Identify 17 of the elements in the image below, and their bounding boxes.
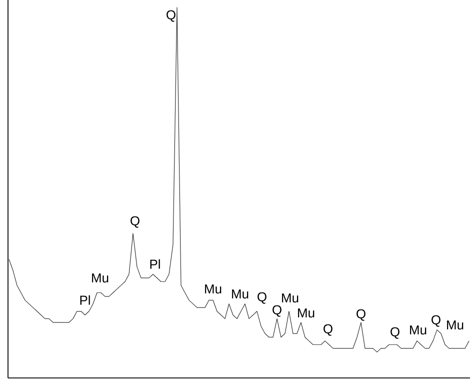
annotation: Mu: [282, 293, 298, 303]
annotation: Q: [356, 309, 366, 321]
annotation: Q: [258, 292, 266, 304]
annotation: Q: [166, 10, 176, 22]
annotation: Mu: [447, 320, 464, 330]
annotation: Pl: [150, 259, 160, 269]
annotation: Mu: [232, 289, 248, 299]
annotation: Mu: [205, 284, 222, 294]
annotation: Q: [272, 305, 282, 317]
annotation: Mu: [410, 325, 426, 335]
annotation: Mu: [298, 308, 314, 318]
annotation: Mu: [92, 273, 108, 283]
annotation: Q: [432, 315, 440, 327]
annotation: Q: [324, 324, 332, 336]
annotation: Q: [130, 216, 140, 228]
annotation: Pl: [80, 295, 90, 305]
annotation: Q: [390, 327, 400, 339]
